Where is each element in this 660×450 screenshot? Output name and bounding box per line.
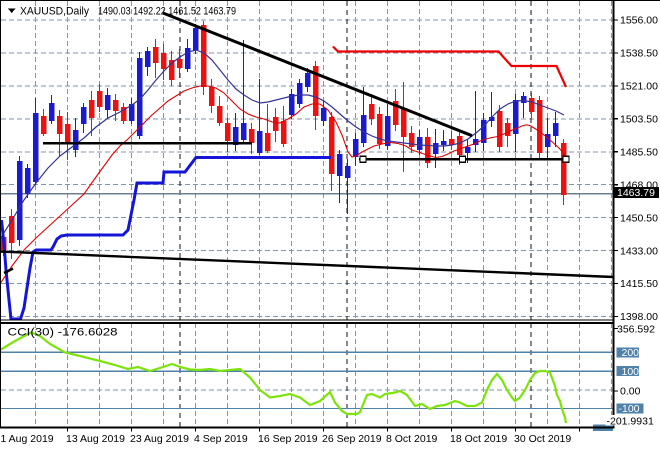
svg-text:23 Aug 2019: 23 Aug 2019: [130, 433, 189, 445]
svg-text:1485.50: 1485.50: [620, 147, 658, 159]
svg-text:30 Oct 2019: 30 Oct 2019: [514, 433, 571, 445]
svg-text:13 Aug 2019: 13 Aug 2019: [66, 433, 125, 445]
svg-text:1 Aug 2019: 1 Aug 2019: [1, 433, 54, 445]
svg-text:200: 200: [622, 347, 640, 359]
svg-text:4 Sep 2019: 4 Sep 2019: [194, 433, 248, 445]
svg-text:1490.03 1492.22 1461.52 1463.7: 1490.03 1492.22 1461.52 1463.79: [98, 5, 236, 17]
svg-text:0.00: 0.00: [620, 386, 641, 398]
svg-text:1415.50: 1415.50: [620, 278, 658, 290]
svg-text:CCI(30) -176.6028: CCI(30) -176.6028: [8, 327, 118, 339]
svg-text:18 Oct 2019: 18 Oct 2019: [450, 433, 507, 445]
svg-text:1521.00: 1521.00: [620, 81, 658, 93]
svg-text:1450.50: 1450.50: [620, 212, 658, 224]
svg-text:100: 100: [622, 366, 640, 378]
svg-text:1433.00: 1433.00: [620, 245, 658, 257]
svg-text:-201.9931: -201.9931: [607, 415, 654, 427]
svg-text:XAUUSD,Daily: XAUUSD,Daily: [20, 5, 89, 17]
svg-text:26 Sep 2019: 26 Sep 2019: [322, 433, 382, 445]
svg-text:1463.79: 1463.79: [617, 187, 655, 199]
svg-text:1503.50: 1503.50: [620, 114, 658, 126]
svg-text:1398.00: 1398.00: [620, 311, 658, 323]
svg-text:356.592: 356.592: [617, 323, 655, 335]
svg-text:8 Oct 2019: 8 Oct 2019: [386, 433, 438, 445]
svg-text:1538.50: 1538.50: [620, 48, 658, 60]
svg-text:-100: -100: [619, 403, 640, 415]
svg-text:1556.00: 1556.00: [620, 15, 658, 27]
svg-text:16 Sep 2019: 16 Sep 2019: [258, 433, 318, 445]
